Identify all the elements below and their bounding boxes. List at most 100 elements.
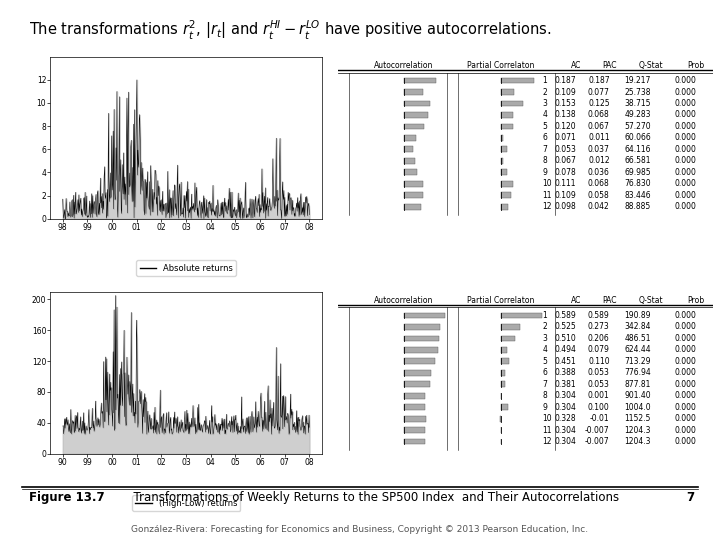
Legend: (High-Low) returns: (High-Low) returns xyxy=(132,495,240,511)
Text: 5: 5 xyxy=(542,122,547,131)
Bar xyxy=(501,335,516,341)
Text: 0.000: 0.000 xyxy=(674,437,696,446)
Bar xyxy=(501,204,508,210)
Bar xyxy=(501,370,505,376)
Bar xyxy=(404,181,423,187)
Bar xyxy=(501,146,508,152)
Bar xyxy=(501,124,513,129)
Text: 1004.0: 1004.0 xyxy=(624,403,651,411)
Text: 7: 7 xyxy=(687,491,695,504)
Text: Prob: Prob xyxy=(688,60,704,70)
Text: PAC: PAC xyxy=(603,295,617,305)
Text: Q-Stat: Q-Stat xyxy=(639,295,663,305)
Text: 0.494: 0.494 xyxy=(554,346,576,354)
Bar xyxy=(501,100,523,106)
Text: 38.715: 38.715 xyxy=(624,99,651,108)
Text: 0.000: 0.000 xyxy=(674,87,696,97)
Bar xyxy=(404,335,439,341)
Bar xyxy=(501,324,520,330)
Text: 0.077: 0.077 xyxy=(588,87,610,97)
Text: 0.037: 0.037 xyxy=(588,145,610,154)
Text: 3: 3 xyxy=(542,334,547,343)
Text: 0.589: 0.589 xyxy=(588,311,610,320)
Text: 0.000: 0.000 xyxy=(674,368,696,377)
Text: 0.000: 0.000 xyxy=(674,334,696,343)
Text: 0.187: 0.187 xyxy=(588,76,610,85)
Text: 0.451: 0.451 xyxy=(554,357,576,366)
Bar xyxy=(404,438,425,444)
Text: 0.000: 0.000 xyxy=(674,311,696,320)
Text: 624.44: 624.44 xyxy=(624,346,651,354)
Text: Autocorrelation: Autocorrelation xyxy=(374,295,433,305)
Text: 0.079: 0.079 xyxy=(588,346,610,354)
Text: AC: AC xyxy=(571,295,581,305)
Text: 342.84: 342.84 xyxy=(624,322,651,332)
Text: 0.000: 0.000 xyxy=(674,191,696,200)
Text: 57.270: 57.270 xyxy=(624,122,651,131)
Bar xyxy=(404,370,431,376)
Text: 25.738: 25.738 xyxy=(624,87,651,97)
Text: 0.000: 0.000 xyxy=(674,414,696,423)
Text: 66.581: 66.581 xyxy=(624,156,651,165)
Text: 0.110: 0.110 xyxy=(588,357,610,366)
Text: 0.042: 0.042 xyxy=(588,202,610,211)
Text: 12: 12 xyxy=(542,202,552,211)
Text: 0.078: 0.078 xyxy=(554,168,576,177)
Text: 901.40: 901.40 xyxy=(624,391,651,400)
Text: 0.067: 0.067 xyxy=(554,156,576,165)
Text: 0.036: 0.036 xyxy=(588,168,610,177)
Text: 2: 2 xyxy=(542,87,547,97)
Bar xyxy=(404,427,425,433)
Text: 88.885: 88.885 xyxy=(625,202,651,211)
Text: 2: 2 xyxy=(542,322,547,332)
Text: 0.525: 0.525 xyxy=(554,322,576,332)
Bar xyxy=(501,347,507,353)
Text: 190.89: 190.89 xyxy=(624,311,651,320)
Text: 0.120: 0.120 xyxy=(554,122,576,131)
Bar xyxy=(404,124,425,129)
Text: 9: 9 xyxy=(542,403,547,411)
Bar xyxy=(404,135,416,141)
Text: 0.000: 0.000 xyxy=(674,76,696,85)
Legend: Absolute returns: Absolute returns xyxy=(136,260,236,276)
Text: 0.100: 0.100 xyxy=(588,403,610,411)
Text: 1204.3: 1204.3 xyxy=(624,426,651,435)
Text: 0.187: 0.187 xyxy=(554,76,576,85)
Bar xyxy=(501,112,513,118)
Text: 0.000: 0.000 xyxy=(674,346,696,354)
Text: 0.138: 0.138 xyxy=(554,111,576,119)
Text: 0.000: 0.000 xyxy=(674,145,696,154)
Bar xyxy=(404,393,425,399)
Text: Autocorrelation: Autocorrelation xyxy=(374,60,433,70)
Text: 0.053: 0.053 xyxy=(554,145,576,154)
Text: 0.589: 0.589 xyxy=(554,311,576,320)
Text: -0.01: -0.01 xyxy=(590,414,610,423)
Text: 0.000: 0.000 xyxy=(674,403,696,411)
Bar xyxy=(501,192,511,198)
Bar xyxy=(501,78,534,84)
Text: 49.283: 49.283 xyxy=(624,111,651,119)
Text: 0.053: 0.053 xyxy=(588,380,610,389)
Bar xyxy=(501,404,508,410)
Text: 6: 6 xyxy=(542,133,547,143)
Text: 64.116: 64.116 xyxy=(624,145,651,154)
Bar xyxy=(404,381,430,387)
Text: 0.000: 0.000 xyxy=(674,426,696,435)
Text: 0.000: 0.000 xyxy=(674,357,696,366)
Text: 0.000: 0.000 xyxy=(674,133,696,143)
Text: 83.446: 83.446 xyxy=(624,191,651,200)
Bar xyxy=(404,359,435,364)
Text: 0.111: 0.111 xyxy=(554,179,576,188)
Text: 69.985: 69.985 xyxy=(624,168,651,177)
Text: -0.007: -0.007 xyxy=(585,426,610,435)
Text: 0.000: 0.000 xyxy=(674,202,696,211)
Text: 0.153: 0.153 xyxy=(554,99,576,108)
Text: 7: 7 xyxy=(542,380,547,389)
Bar xyxy=(404,146,413,152)
Text: 0.098: 0.098 xyxy=(554,202,576,211)
Bar xyxy=(501,135,503,141)
Text: 713.29: 713.29 xyxy=(624,357,651,366)
Bar xyxy=(501,359,509,364)
Text: 0.000: 0.000 xyxy=(674,122,696,131)
Bar xyxy=(501,313,542,319)
